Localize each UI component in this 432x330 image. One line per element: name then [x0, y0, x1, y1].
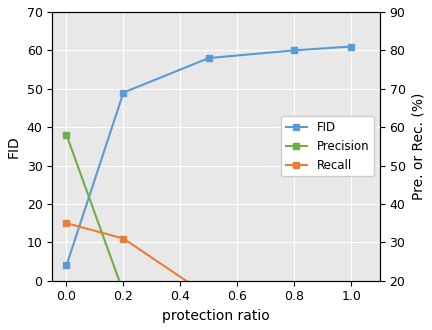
- Y-axis label: FID: FID: [7, 135, 21, 158]
- Precision: [64, 133, 69, 137]
- Recall: [64, 221, 69, 225]
- Precision: [206, 306, 212, 310]
- Recall: [206, 294, 212, 298]
- Line: FID: FID: [63, 43, 355, 269]
- Precision: [121, 290, 126, 294]
- FID: [206, 56, 212, 60]
- FID: [64, 263, 69, 267]
- X-axis label: protection ratio: protection ratio: [162, 309, 270, 323]
- Recall: [121, 237, 126, 241]
- Line: Precision: Precision: [63, 131, 355, 319]
- FID: [292, 49, 297, 52]
- Legend: FID, Precision, Recall: FID, Precision, Recall: [281, 116, 374, 177]
- FID: [121, 91, 126, 95]
- Precision: [349, 314, 354, 317]
- FID: [349, 45, 354, 49]
- Y-axis label: Pre. or Rec. (%): Pre. or Rec. (%): [411, 93, 425, 200]
- Line: Recall: Recall: [63, 220, 355, 330]
- Precision: [292, 308, 297, 312]
